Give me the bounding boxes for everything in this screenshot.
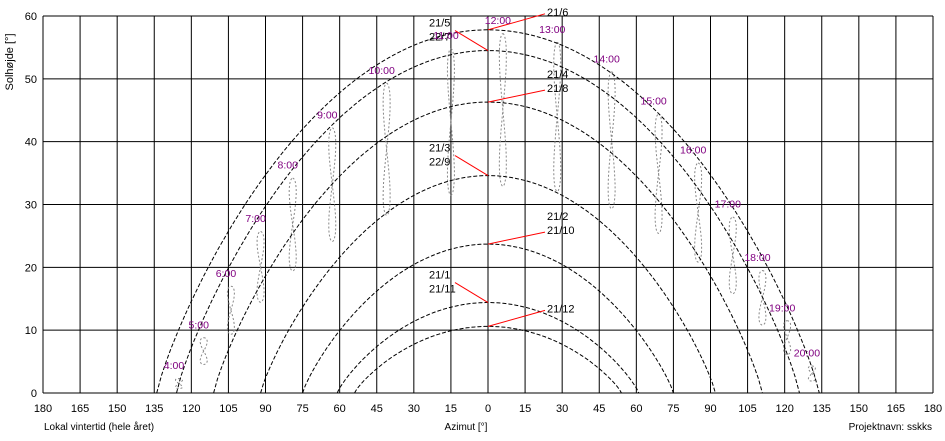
y-tick-label: 10 bbox=[25, 325, 37, 337]
date-label: 21/5 bbox=[429, 18, 450, 30]
analemma-loop bbox=[728, 216, 737, 295]
analemma-loop bbox=[256, 231, 265, 303]
date-label: 21/10 bbox=[547, 225, 575, 237]
x-tick-label: 30 bbox=[556, 403, 568, 415]
x-tick-label: 90 bbox=[259, 403, 271, 415]
hour-label: 13:00 bbox=[539, 24, 565, 36]
date-curves bbox=[156, 29, 820, 394]
x-tick-label: 60 bbox=[334, 403, 346, 415]
x-tick-label: 120 bbox=[775, 403, 793, 415]
date-label: 22/7 bbox=[429, 32, 450, 44]
x-tick-label: 45 bbox=[371, 403, 383, 415]
date-curve bbox=[213, 101, 763, 394]
hour-label: 6:00 bbox=[216, 268, 237, 280]
x-tick-label: 135 bbox=[813, 403, 831, 415]
x-tick-label: 15 bbox=[445, 403, 457, 415]
x-tick-label: 0 bbox=[485, 403, 491, 415]
x-tick-label: 30 bbox=[408, 403, 420, 415]
grid bbox=[42, 15, 934, 394]
y-tick-label: 60 bbox=[25, 11, 37, 23]
x-tick-label: 60 bbox=[630, 403, 642, 415]
analemma-loop bbox=[446, 48, 455, 196]
analemma-loop bbox=[328, 127, 337, 243]
hour-label: 14:00 bbox=[594, 53, 620, 65]
footer-right-label: Projektnavn: sskks bbox=[849, 422, 932, 433]
analemma-loop bbox=[694, 162, 703, 263]
hour-label: 16:00 bbox=[680, 145, 706, 157]
date-label: 21/1 bbox=[429, 270, 450, 282]
date-curve bbox=[176, 50, 800, 394]
x-tick-label: 180 bbox=[34, 403, 52, 415]
hour-label: 9:00 bbox=[317, 109, 338, 121]
date-curve bbox=[156, 29, 820, 394]
x-tick-label: 45 bbox=[593, 403, 605, 415]
date-curve bbox=[302, 243, 674, 394]
date-pointer bbox=[487, 231, 546, 245]
hour-label: 17:00 bbox=[715, 199, 741, 211]
date-label: 21/8 bbox=[547, 83, 568, 95]
hour-label: 15:00 bbox=[640, 96, 666, 108]
hour-label: 7:00 bbox=[245, 213, 266, 225]
date-label: 21/3 bbox=[429, 143, 450, 155]
date-label: 21/2 bbox=[547, 211, 568, 223]
x-tick-label: 150 bbox=[850, 403, 868, 415]
x-axis-label: Azimut [°] bbox=[445, 422, 488, 433]
date-pointer bbox=[454, 155, 489, 177]
date-label: 21/4 bbox=[547, 69, 568, 81]
x-tick-label: 105 bbox=[738, 403, 756, 415]
hour-labels: 4:00 5:00 6:00 7:00 8:00 9:00 10:00 11:00 12:00 1… bbox=[164, 15, 820, 372]
footer-left-label: Lokal vintertid (hele året) bbox=[44, 421, 154, 433]
y-tick-label: 30 bbox=[25, 200, 37, 212]
x-tick-label: 75 bbox=[667, 403, 679, 415]
x-tick-label: 180 bbox=[924, 403, 942, 415]
analemma-loop bbox=[175, 378, 184, 389]
analemma-loop bbox=[199, 337, 208, 366]
x-tick-label: 120 bbox=[182, 403, 200, 415]
hour-label: 5:00 bbox=[189, 319, 210, 331]
y-tick-label: 20 bbox=[25, 262, 37, 274]
hour-label: 12:00 bbox=[485, 15, 511, 27]
date-pointers bbox=[454, 13, 546, 327]
date-label: 21/12 bbox=[547, 303, 575, 315]
analemma-loops bbox=[175, 33, 816, 389]
hour-label: 8:00 bbox=[278, 160, 299, 172]
y-tick-label: 50 bbox=[25, 74, 37, 86]
hour-label: 4:00 bbox=[164, 360, 185, 372]
x-tick-label: 15 bbox=[519, 403, 531, 415]
x-tick-label: 165 bbox=[887, 403, 905, 415]
y-tick-label: 40 bbox=[25, 137, 37, 149]
x-tick-label: 150 bbox=[108, 403, 126, 415]
x-tick-label: 105 bbox=[219, 403, 237, 415]
hour-label: 18:00 bbox=[744, 252, 770, 264]
hour-label: 20:00 bbox=[794, 348, 820, 360]
date-pointer bbox=[454, 30, 489, 51]
x-tick-label: 75 bbox=[296, 403, 308, 415]
y-tick-label: 0 bbox=[31, 388, 37, 400]
date-curve bbox=[354, 325, 622, 394]
date-label: 22/9 bbox=[429, 157, 450, 169]
date-label: 21/11 bbox=[429, 284, 456, 296]
y-axis-label: Solhøjde [°] bbox=[4, 34, 16, 91]
analemma-loop bbox=[758, 270, 767, 326]
x-tick-label: 135 bbox=[145, 403, 163, 415]
hour-label: 19:00 bbox=[769, 302, 795, 314]
analemma-loop bbox=[288, 177, 297, 272]
date-pointer bbox=[454, 282, 489, 303]
analemma-loop bbox=[226, 285, 235, 335]
hour-label: 10:00 bbox=[369, 65, 395, 77]
date-curve bbox=[260, 175, 716, 394]
x-tick-label: 165 bbox=[71, 403, 89, 415]
hour-label: 11:00 bbox=[433, 30, 459, 42]
date-label: 21/6 bbox=[547, 7, 568, 19]
date-labels: 21/6 21/5 22/7 21/4 21/8 21/3 22/9 21/2 21/10 21/… bbox=[429, 7, 575, 316]
date-pointer bbox=[487, 89, 546, 103]
date-pointer bbox=[487, 13, 546, 31]
tick-labels: 180 165 150 135 120 105 90 75 60 45 30 15 0 15 30 45 60 7… bbox=[25, 11, 942, 415]
date-pointer bbox=[487, 309, 546, 327]
analemma-loop bbox=[654, 113, 663, 234]
x-tick-label: 90 bbox=[704, 403, 716, 415]
